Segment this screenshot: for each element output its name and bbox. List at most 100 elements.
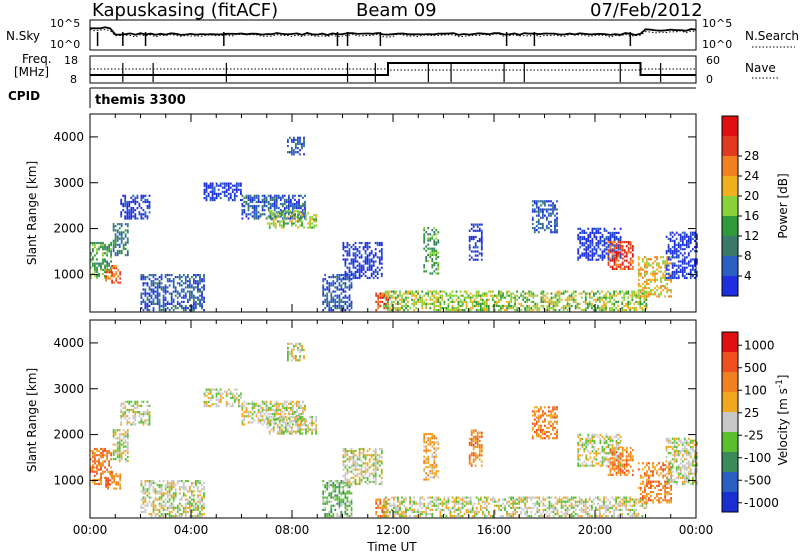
data-cell bbox=[354, 474, 357, 477]
data-cell bbox=[134, 213, 137, 216]
data-cell bbox=[681, 266, 684, 269]
data-cell bbox=[344, 260, 347, 263]
data-cell bbox=[290, 217, 292, 220]
data-cell bbox=[435, 304, 438, 308]
data-cell bbox=[397, 504, 399, 507]
data-cell bbox=[263, 202, 266, 206]
data-cell bbox=[554, 222, 556, 226]
data-cell bbox=[298, 211, 300, 214]
data-cell bbox=[615, 231, 618, 234]
data-cell bbox=[627, 300, 630, 303]
data-cell bbox=[106, 264, 108, 267]
data-cell bbox=[537, 208, 540, 211]
data-cell bbox=[340, 280, 343, 283]
data-cell bbox=[374, 470, 377, 473]
data-cell bbox=[142, 209, 145, 212]
data-cell bbox=[354, 246, 357, 249]
data-cell bbox=[152, 508, 155, 511]
data-cell bbox=[617, 246, 620, 249]
data-cell bbox=[619, 245, 622, 248]
data-cell bbox=[411, 292, 413, 295]
data-cell bbox=[243, 415, 246, 418]
data-cell bbox=[477, 290, 480, 293]
data-cell bbox=[100, 266, 102, 269]
power-colorbar-swatches bbox=[722, 116, 738, 296]
data-cell bbox=[542, 214, 544, 217]
data-cell bbox=[340, 494, 343, 497]
data-cell bbox=[265, 205, 268, 208]
data-cell bbox=[350, 458, 353, 461]
data-cell bbox=[589, 250, 592, 253]
data-cell bbox=[366, 246, 369, 249]
data-cell bbox=[364, 274, 367, 278]
data-cell bbox=[338, 498, 341, 501]
data-cell bbox=[112, 243, 115, 246]
data-cell bbox=[114, 437, 117, 440]
data-cell bbox=[114, 429, 117, 432]
data-cell bbox=[251, 404, 254, 407]
data-cell bbox=[301, 216, 303, 219]
data-cell bbox=[346, 286, 349, 289]
data-cell bbox=[530, 300, 533, 303]
data-cell bbox=[627, 265, 630, 268]
data-cell bbox=[540, 300, 543, 303]
data-cell bbox=[635, 307, 638, 310]
data-cell bbox=[568, 302, 571, 305]
data-cell bbox=[666, 291, 668, 294]
data-cell bbox=[219, 184, 222, 187]
data-cell bbox=[288, 217, 290, 220]
data-cell bbox=[662, 260, 664, 263]
data-cell bbox=[301, 214, 303, 217]
data-cell bbox=[148, 207, 151, 210]
data-cell bbox=[530, 290, 533, 293]
data-cell bbox=[324, 288, 327, 291]
data-cell bbox=[666, 256, 668, 259]
data-cell bbox=[411, 508, 413, 511]
data-cell bbox=[197, 482, 199, 485]
data-cell bbox=[425, 515, 428, 518]
data-cell bbox=[621, 296, 624, 299]
data-cell bbox=[142, 196, 145, 199]
data-cell bbox=[364, 241, 367, 245]
data-cell bbox=[348, 492, 351, 495]
data-cell bbox=[619, 248, 622, 251]
data-cell bbox=[130, 215, 133, 218]
data-cell bbox=[243, 205, 246, 208]
data-cell bbox=[607, 235, 610, 239]
data-cell bbox=[278, 430, 281, 433]
data-cell bbox=[293, 136, 295, 139]
data-cell bbox=[295, 138, 297, 141]
data-cell bbox=[280, 212, 283, 215]
data-cell bbox=[130, 200, 133, 204]
data-cell bbox=[229, 197, 232, 200]
data-cell bbox=[201, 307, 203, 310]
data-cell bbox=[311, 420, 313, 423]
data-cell bbox=[334, 486, 337, 489]
data-cell bbox=[182, 484, 185, 487]
data-cell bbox=[201, 286, 203, 289]
data-cell bbox=[265, 217, 268, 220]
data-cell bbox=[683, 248, 686, 251]
data-cell bbox=[330, 292, 333, 295]
data-cell bbox=[257, 196, 260, 199]
data-cell bbox=[589, 246, 592, 249]
data-cell bbox=[650, 264, 652, 267]
data-cell bbox=[219, 396, 222, 399]
data-cell bbox=[152, 500, 155, 503]
data-cell bbox=[269, 202, 272, 206]
data-cell bbox=[660, 280, 662, 283]
data-cell bbox=[322, 302, 325, 305]
data-cell bbox=[591, 242, 594, 245]
data-cell bbox=[472, 250, 475, 253]
data-cell bbox=[409, 498, 411, 501]
data-cell bbox=[281, 205, 284, 208]
data-cell bbox=[267, 413, 270, 416]
data-cell bbox=[475, 302, 478, 305]
data-cell bbox=[136, 200, 139, 204]
data-cell bbox=[191, 510, 193, 514]
data-cell bbox=[514, 304, 516, 308]
data-cell bbox=[219, 182, 222, 185]
data-cell bbox=[281, 411, 284, 414]
data-cell bbox=[166, 290, 169, 293]
data-cell bbox=[227, 392, 230, 395]
